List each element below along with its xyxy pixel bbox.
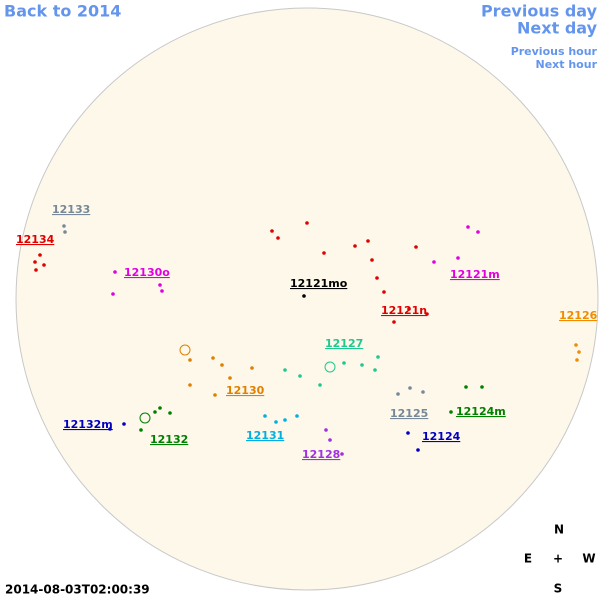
sunspot [188,383,192,387]
sunspot [220,363,224,367]
sunspot [407,307,411,311]
sunspot [574,343,578,347]
region-label[interactable]: 12133 [52,203,90,216]
sunspot [211,356,215,360]
region-label[interactable]: 12128 [302,448,340,461]
sunspot [274,420,278,424]
sunspot [480,385,484,389]
sunspot [464,385,468,389]
sunspot [406,431,410,435]
sunspot [353,244,357,248]
sunspot [408,386,412,390]
sunspot [342,361,346,365]
sunspot [370,258,374,262]
compass-west: W [582,552,595,566]
sunspot [42,263,46,267]
region-label[interactable]: 12124m [456,405,506,418]
region-label[interactable]: 12127 [325,337,363,350]
sunspot [476,230,480,234]
region-label[interactable]: 12126 [559,309,598,322]
sunspot [179,344,191,356]
region-label[interactable]: 12121n [381,304,427,317]
next-day-link[interactable]: Next day [517,19,598,38]
sunspot [263,414,267,418]
sunspot [322,251,326,255]
sunspot [139,428,143,432]
region-label[interactable]: 12131 [246,429,284,442]
region-label[interactable]: 12121mo [290,277,348,290]
sunspot [425,312,429,316]
sunspot [366,239,370,243]
region-label[interactable]: 12130o [124,266,170,279]
sunspot [324,361,336,373]
sunspot [396,392,400,396]
solar-disk [15,7,599,591]
region-label[interactable]: 12132 [150,433,188,446]
previous-hour-link[interactable]: Previous hour [511,45,598,58]
sunspot [250,366,254,370]
sunspot [153,410,157,414]
region-label[interactable]: 12124 [422,430,461,443]
sunspot [392,320,396,324]
compass-south: S [554,582,563,596]
region-label[interactable]: 12121m [450,268,500,281]
sunspot [34,268,38,272]
region-label[interactable]: 12132m [63,418,113,431]
sunspot [318,383,322,387]
sunspot [63,230,67,234]
sunspot [328,438,332,442]
sunspot [373,368,377,372]
sunspot [158,283,162,287]
sunspot [376,355,380,359]
compass-north: N [554,523,564,537]
sunspot [577,350,581,354]
sunspot [33,260,37,264]
sunspot [360,363,364,367]
sunspot [283,368,287,372]
sunspot [302,294,306,298]
sunspot [382,290,386,294]
sunspot [188,358,192,362]
sunspot [139,412,151,424]
sunspot [298,374,302,378]
sunspot [466,225,470,229]
compass-center: + [553,552,563,566]
sunspot [160,289,164,293]
timestamp: 2014-08-03T02:00:39 [5,583,150,597]
sunspot [38,253,42,257]
previous-day-link[interactable]: Previous day [481,2,598,21]
region-label[interactable]: 12125 [390,407,428,420]
sunspot [213,393,217,397]
sunspot [340,452,344,456]
sunspot [449,410,453,414]
sunspot [421,390,425,394]
sunspot [414,245,418,249]
region-label[interactable]: 12130 [226,384,265,397]
sunspot [111,292,115,296]
sunspot [324,428,328,432]
next-hour-link[interactable]: Next hour [536,58,598,71]
sunspot [295,414,299,418]
compass-east: E [524,552,532,566]
sunspot [122,422,126,426]
sunspot [432,260,436,264]
sunspot [305,221,309,225]
sunspot [375,276,379,280]
sunspot [270,229,274,233]
sunspot [62,224,66,228]
sunspot [416,448,420,452]
sunspot [158,406,162,410]
region-label[interactable]: 12134 [16,233,55,246]
sunspot [283,418,287,422]
sunspot [575,358,579,362]
sunspot [228,376,232,380]
back-link[interactable]: Back to 2014 [4,2,121,21]
sunspot [456,256,460,260]
sunspot [168,411,172,415]
sunspot [276,236,280,240]
sunspot [113,270,117,274]
sunspot [108,427,112,431]
